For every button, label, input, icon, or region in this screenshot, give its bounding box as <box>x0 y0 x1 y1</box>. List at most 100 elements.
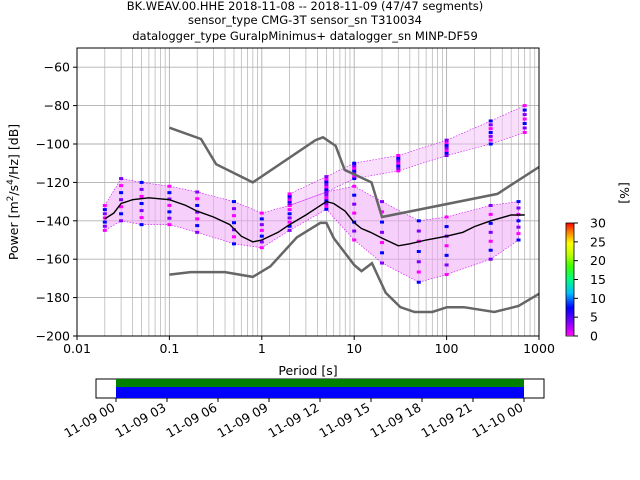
y-tick-label: −140 <box>36 213 70 228</box>
noise-curves <box>104 126 540 314</box>
density-cell <box>167 216 172 220</box>
density-cell <box>380 230 385 234</box>
density-cell <box>287 203 292 207</box>
colorbar-tick-label: 15 <box>590 272 606 287</box>
density-cell <box>259 217 264 221</box>
density-cell <box>488 134 493 138</box>
density-cell <box>324 196 329 200</box>
colorbar: 0 5 10 15 20 25 30 [%] <box>565 182 632 344</box>
density-cell <box>287 194 292 198</box>
density-cell <box>444 253 449 257</box>
density-cell <box>324 199 329 203</box>
density-cell <box>231 200 236 204</box>
density-cell <box>352 164 357 168</box>
density-cell <box>516 232 521 236</box>
density-cell <box>444 215 449 219</box>
density-cell <box>488 123 493 127</box>
density-cell <box>119 191 124 195</box>
density-cell <box>444 141 449 145</box>
density-cell <box>488 248 493 252</box>
density-cell <box>352 177 357 181</box>
density-cell <box>396 154 401 158</box>
y-tick-label: −200 <box>36 329 70 344</box>
density-cell <box>416 250 421 254</box>
y-tick-label: −160 <box>36 252 70 267</box>
density-cell <box>102 228 107 232</box>
density-cell <box>352 193 357 197</box>
density-cell <box>352 238 357 242</box>
density-cell <box>352 202 357 206</box>
timeline-tick-label: 11-10 00 <box>469 400 525 441</box>
timeline-tick-label: 11-09 15 <box>316 400 372 441</box>
density-cell <box>444 151 449 155</box>
density-cell <box>516 219 521 223</box>
density-cell <box>324 202 329 206</box>
density-cell <box>416 270 421 274</box>
density-cell <box>287 196 292 200</box>
density-cell <box>195 190 200 194</box>
density-cell <box>195 224 200 228</box>
density-cell <box>102 212 107 216</box>
density-cell <box>119 198 124 202</box>
density-cell <box>139 202 144 206</box>
density-cell <box>488 119 493 123</box>
density-cell <box>287 198 292 202</box>
density-cell <box>195 197 200 201</box>
density-cell <box>488 239 493 243</box>
density-cell <box>352 161 357 165</box>
density-cell <box>287 200 292 204</box>
density-cell <box>167 191 172 195</box>
density-cell <box>396 156 401 160</box>
density-cell <box>444 138 449 142</box>
timeline-track-segments-used <box>116 379 524 387</box>
timeline-tick-label: 11-09 09 <box>214 400 270 441</box>
density-cell <box>139 187 144 191</box>
density-cell <box>324 182 329 186</box>
density-cell <box>444 263 449 267</box>
colorbar-tick-label: 0 <box>590 329 598 344</box>
density-cell <box>259 211 264 215</box>
density-cell <box>231 235 236 239</box>
density-cell <box>488 130 493 134</box>
density-cell <box>444 154 449 158</box>
density-cell <box>139 209 144 213</box>
density-cell <box>352 166 357 170</box>
density-cell <box>522 108 527 112</box>
density-cell <box>287 192 292 196</box>
density-cell <box>259 246 264 250</box>
density-cell <box>396 159 401 163</box>
density-cell <box>287 202 292 206</box>
density-cell <box>444 273 449 277</box>
density-cell <box>488 257 493 261</box>
density-cell <box>516 206 521 210</box>
density-cell <box>287 220 292 224</box>
timeline-track-data-available <box>116 387 524 398</box>
density-cell <box>167 184 172 188</box>
x-tick-label: 1 <box>258 341 266 356</box>
y-tick-label: −120 <box>36 175 70 190</box>
y-tick-label: −60 <box>44 60 70 75</box>
timeline-tick-label: 11-09 03 <box>112 400 168 441</box>
density-cell <box>444 225 449 229</box>
header-line-3: datalogger_type GuralpMinimus+ datalogge… <box>132 29 478 43</box>
y-tick-label: −100 <box>36 137 70 152</box>
density-cell <box>444 244 449 248</box>
density-cell <box>195 210 200 214</box>
density-cell <box>102 220 107 224</box>
x-axis-label: Period [s] <box>278 363 337 378</box>
density-cell <box>324 175 329 179</box>
density-cell <box>522 130 527 134</box>
density-cell <box>139 194 144 198</box>
colorbar-tick-label: 5 <box>590 310 598 325</box>
density-cell <box>259 223 264 227</box>
density-cell <box>380 200 385 204</box>
density-cell <box>396 164 401 168</box>
density-cell <box>324 193 329 197</box>
density-cell <box>259 228 264 232</box>
density-cell <box>139 223 144 227</box>
density-cell <box>231 207 236 211</box>
density-cell <box>416 260 421 264</box>
